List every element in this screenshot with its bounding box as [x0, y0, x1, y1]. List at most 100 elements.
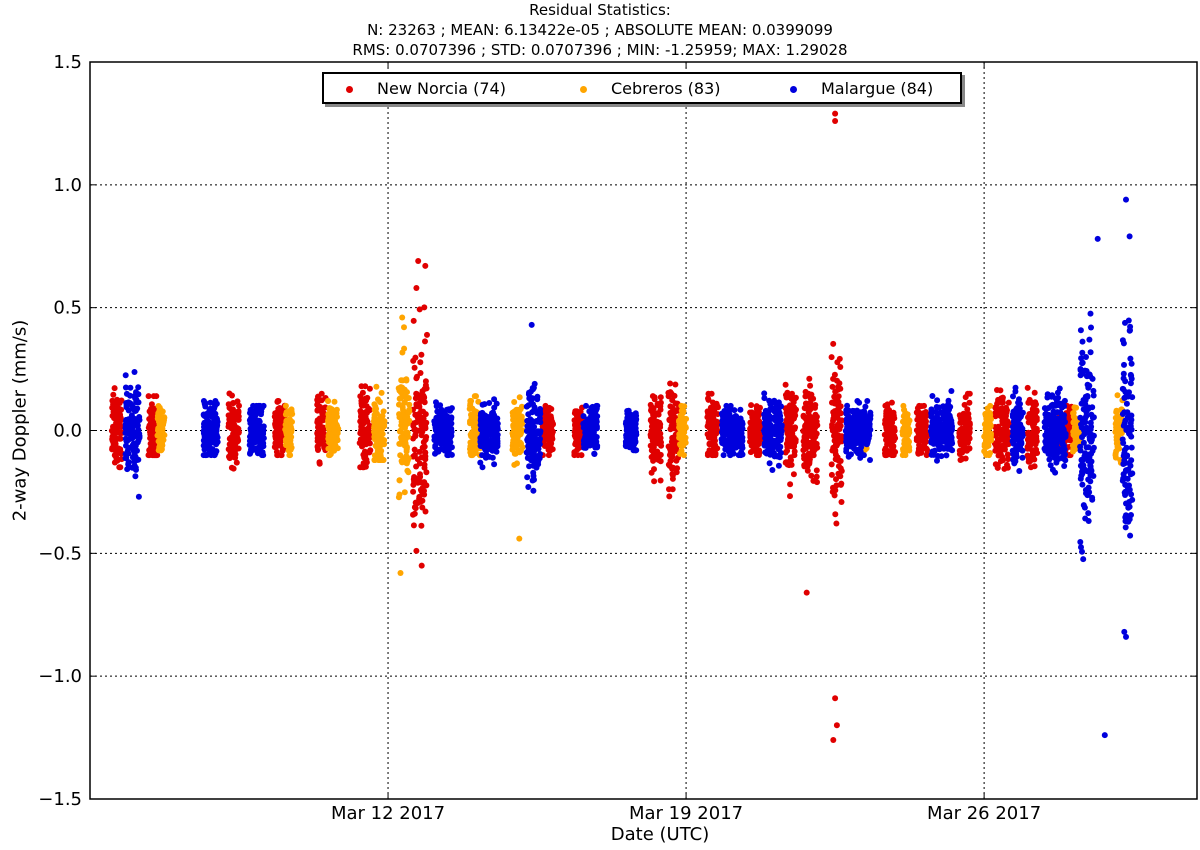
data-point	[149, 416, 155, 422]
data-point	[832, 511, 839, 518]
data-point	[572, 421, 579, 428]
data-point	[320, 417, 327, 424]
data-point	[114, 457, 121, 464]
data-point	[791, 448, 798, 455]
data-point	[813, 467, 820, 474]
data-point	[226, 441, 233, 448]
data-point	[410, 488, 417, 495]
data-point	[673, 457, 680, 464]
data-point	[315, 447, 321, 453]
data-point	[981, 421, 988, 428]
y-tick-label: 1.5	[53, 52, 82, 73]
data-point	[984, 436, 991, 443]
data-point	[957, 419, 964, 426]
data-point	[396, 401, 402, 408]
y-tick-label: 0.5	[53, 298, 82, 319]
data-point	[397, 395, 404, 402]
data-point	[421, 385, 428, 392]
data-point	[357, 393, 364, 400]
data-point	[775, 446, 782, 453]
data-point	[680, 426, 687, 433]
data-point	[929, 393, 936, 399]
data-point	[591, 450, 598, 457]
data-point	[489, 454, 496, 461]
data-point	[156, 407, 163, 414]
data-point	[230, 453, 237, 460]
data-point	[402, 440, 409, 447]
data-point	[371, 411, 378, 418]
data-point	[883, 412, 890, 419]
data-point	[530, 469, 537, 476]
data-point	[362, 452, 369, 459]
data-point	[580, 438, 587, 444]
data-point	[792, 436, 799, 443]
data-point	[648, 407, 654, 414]
data-point	[116, 416, 123, 423]
data-point	[233, 459, 240, 466]
data-point	[737, 452, 744, 459]
data-point	[421, 464, 428, 471]
data-point-outlier	[413, 285, 420, 291]
data-point	[583, 402, 589, 409]
data-point	[525, 402, 532, 409]
data-point	[255, 402, 262, 409]
data-point	[1024, 384, 1031, 391]
data-point	[714, 402, 720, 409]
data-point	[274, 452, 281, 459]
data-point	[901, 427, 908, 434]
data-point	[251, 446, 258, 453]
data-point	[363, 440, 370, 447]
data-point	[276, 409, 283, 416]
data-point	[674, 465, 681, 472]
data-point	[775, 462, 782, 469]
data-point	[250, 402, 257, 409]
data-point	[727, 452, 734, 459]
data-point	[358, 383, 365, 390]
data-point	[411, 474, 418, 480]
data-point	[418, 432, 425, 439]
data-point	[727, 402, 734, 409]
data-point	[366, 385, 373, 392]
data-point	[422, 449, 429, 456]
data-point	[805, 405, 812, 412]
data-point	[422, 378, 429, 385]
data-point	[156, 427, 163, 434]
data-point	[404, 467, 411, 474]
data-point	[208, 437, 215, 444]
data-point	[260, 429, 266, 436]
data-point	[134, 447, 140, 454]
data-point	[923, 433, 930, 440]
data-point	[414, 500, 421, 506]
data-point	[145, 393, 152, 400]
data-point	[855, 410, 861, 417]
data-point	[831, 412, 838, 419]
data-point	[230, 465, 237, 472]
data-point	[229, 446, 235, 452]
data-point	[257, 438, 264, 445]
data-point	[358, 437, 365, 444]
data-point	[917, 416, 924, 423]
data-point	[578, 452, 585, 459]
data-point	[402, 425, 408, 431]
data-point	[848, 451, 854, 458]
data-point	[374, 444, 380, 451]
data-point	[396, 491, 403, 498]
data-point	[867, 457, 873, 463]
data-point	[901, 440, 908, 447]
data-point	[849, 423, 856, 430]
data-point	[655, 456, 662, 463]
data-point	[678, 402, 685, 409]
data-point	[747, 428, 754, 435]
data-point	[1004, 433, 1011, 440]
data-point	[584, 419, 591, 426]
data-point	[901, 407, 908, 413]
data-point	[962, 394, 969, 401]
data-point	[933, 404, 940, 410]
data-point	[491, 442, 498, 449]
data-point	[272, 431, 279, 438]
data-point	[396, 477, 403, 484]
data-point	[1031, 463, 1038, 470]
data-point	[525, 448, 532, 455]
data-point	[828, 354, 835, 361]
data-point	[981, 448, 988, 455]
